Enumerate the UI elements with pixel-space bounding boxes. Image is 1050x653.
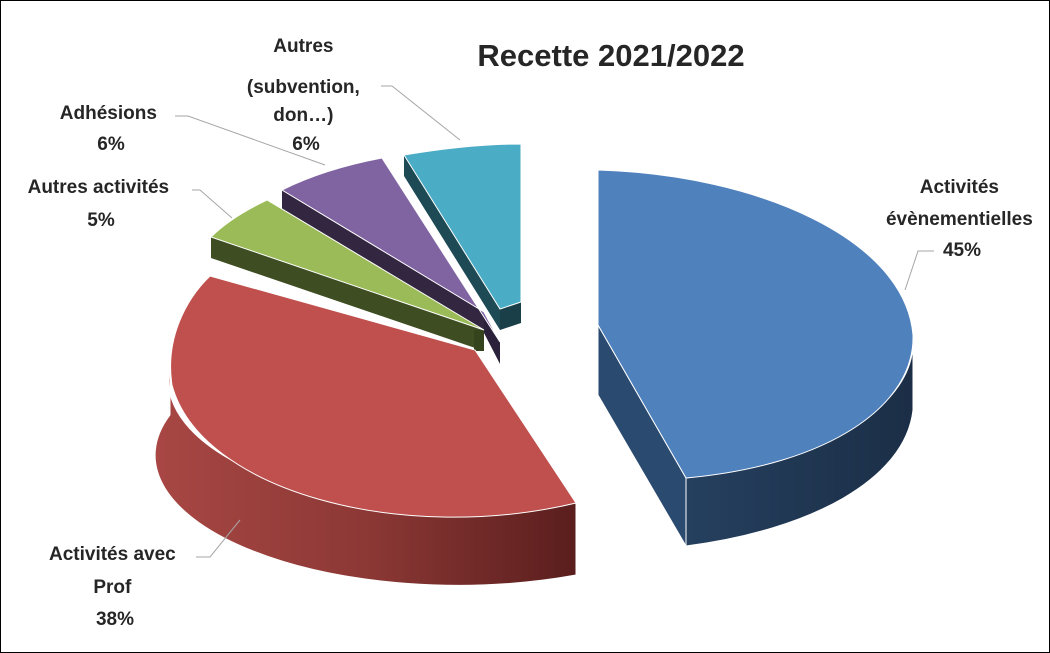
- slice-autres-subvention-inner: [500, 302, 521, 330]
- slice-adhesions-side: [282, 190, 484, 333]
- slice-autres-activites-top: [210, 199, 485, 331]
- slice-adhesions-top: [280, 157, 501, 343]
- data-label-autres-subvention: Autres (subvention, don…) 6%: [247, 36, 365, 155]
- slice-activites-prof-side: [154, 368, 577, 586]
- leader-line-activites-evenementielles: [904, 250, 934, 291]
- data-label-adhesions: Adhésions 6%: [60, 103, 162, 155]
- slice-autres-subvention-side: [404, 155, 500, 330]
- slice-autres-subvention-top: [403, 143, 522, 310]
- slice-activites-prof-top: [170, 275, 577, 518]
- leader-line-autres-activites: [192, 189, 233, 219]
- chart-title: Recette 2021/2022: [477, 38, 744, 73]
- label-line: Activités avec: [49, 544, 176, 565]
- percent-label: 38%: [96, 609, 134, 630]
- leader-line-autres-subvention: [381, 85, 461, 141]
- percent-label: 5%: [87, 210, 115, 231]
- percent-label: 6%: [292, 134, 320, 155]
- label-line: Autres: [273, 36, 333, 57]
- slice-autres-subvention: [403, 143, 522, 330]
- slice-activites-evenementielles: [597, 169, 914, 548]
- leader-line-activites-prof: [196, 519, 241, 558]
- percent-label: 6%: [97, 134, 125, 155]
- label-line: Autres activités: [28, 177, 170, 198]
- label-line: (subvention,: [247, 77, 360, 98]
- slice-activites-evenementielles-top: [597, 169, 914, 479]
- percent-label: 45%: [943, 240, 981, 261]
- leader-line-adhesions: [175, 115, 326, 166]
- data-label-autres-activites: Autres activités 5%: [28, 177, 175, 231]
- data-label-activites-prof: Activités avec Prof 38%: [49, 544, 181, 630]
- slice-adhesions: [280, 157, 501, 364]
- slice-autres-activites: [210, 199, 485, 351]
- slice-autres-activites-side: [211, 237, 484, 351]
- slice-adhesions-inner: [484, 312, 500, 364]
- slice-autres-activites-inner: [474, 330, 484, 351]
- data-label-activites-evenementielles: Activités évènementielles 45%: [886, 177, 1038, 261]
- label-line: Activités: [920, 177, 999, 198]
- label-line: Adhésions: [60, 103, 157, 124]
- label-line: Prof: [93, 577, 132, 598]
- label-line: don…): [273, 105, 333, 126]
- slice-activites-prof: [154, 275, 577, 586]
- label-line: évènementielles: [886, 209, 1033, 230]
